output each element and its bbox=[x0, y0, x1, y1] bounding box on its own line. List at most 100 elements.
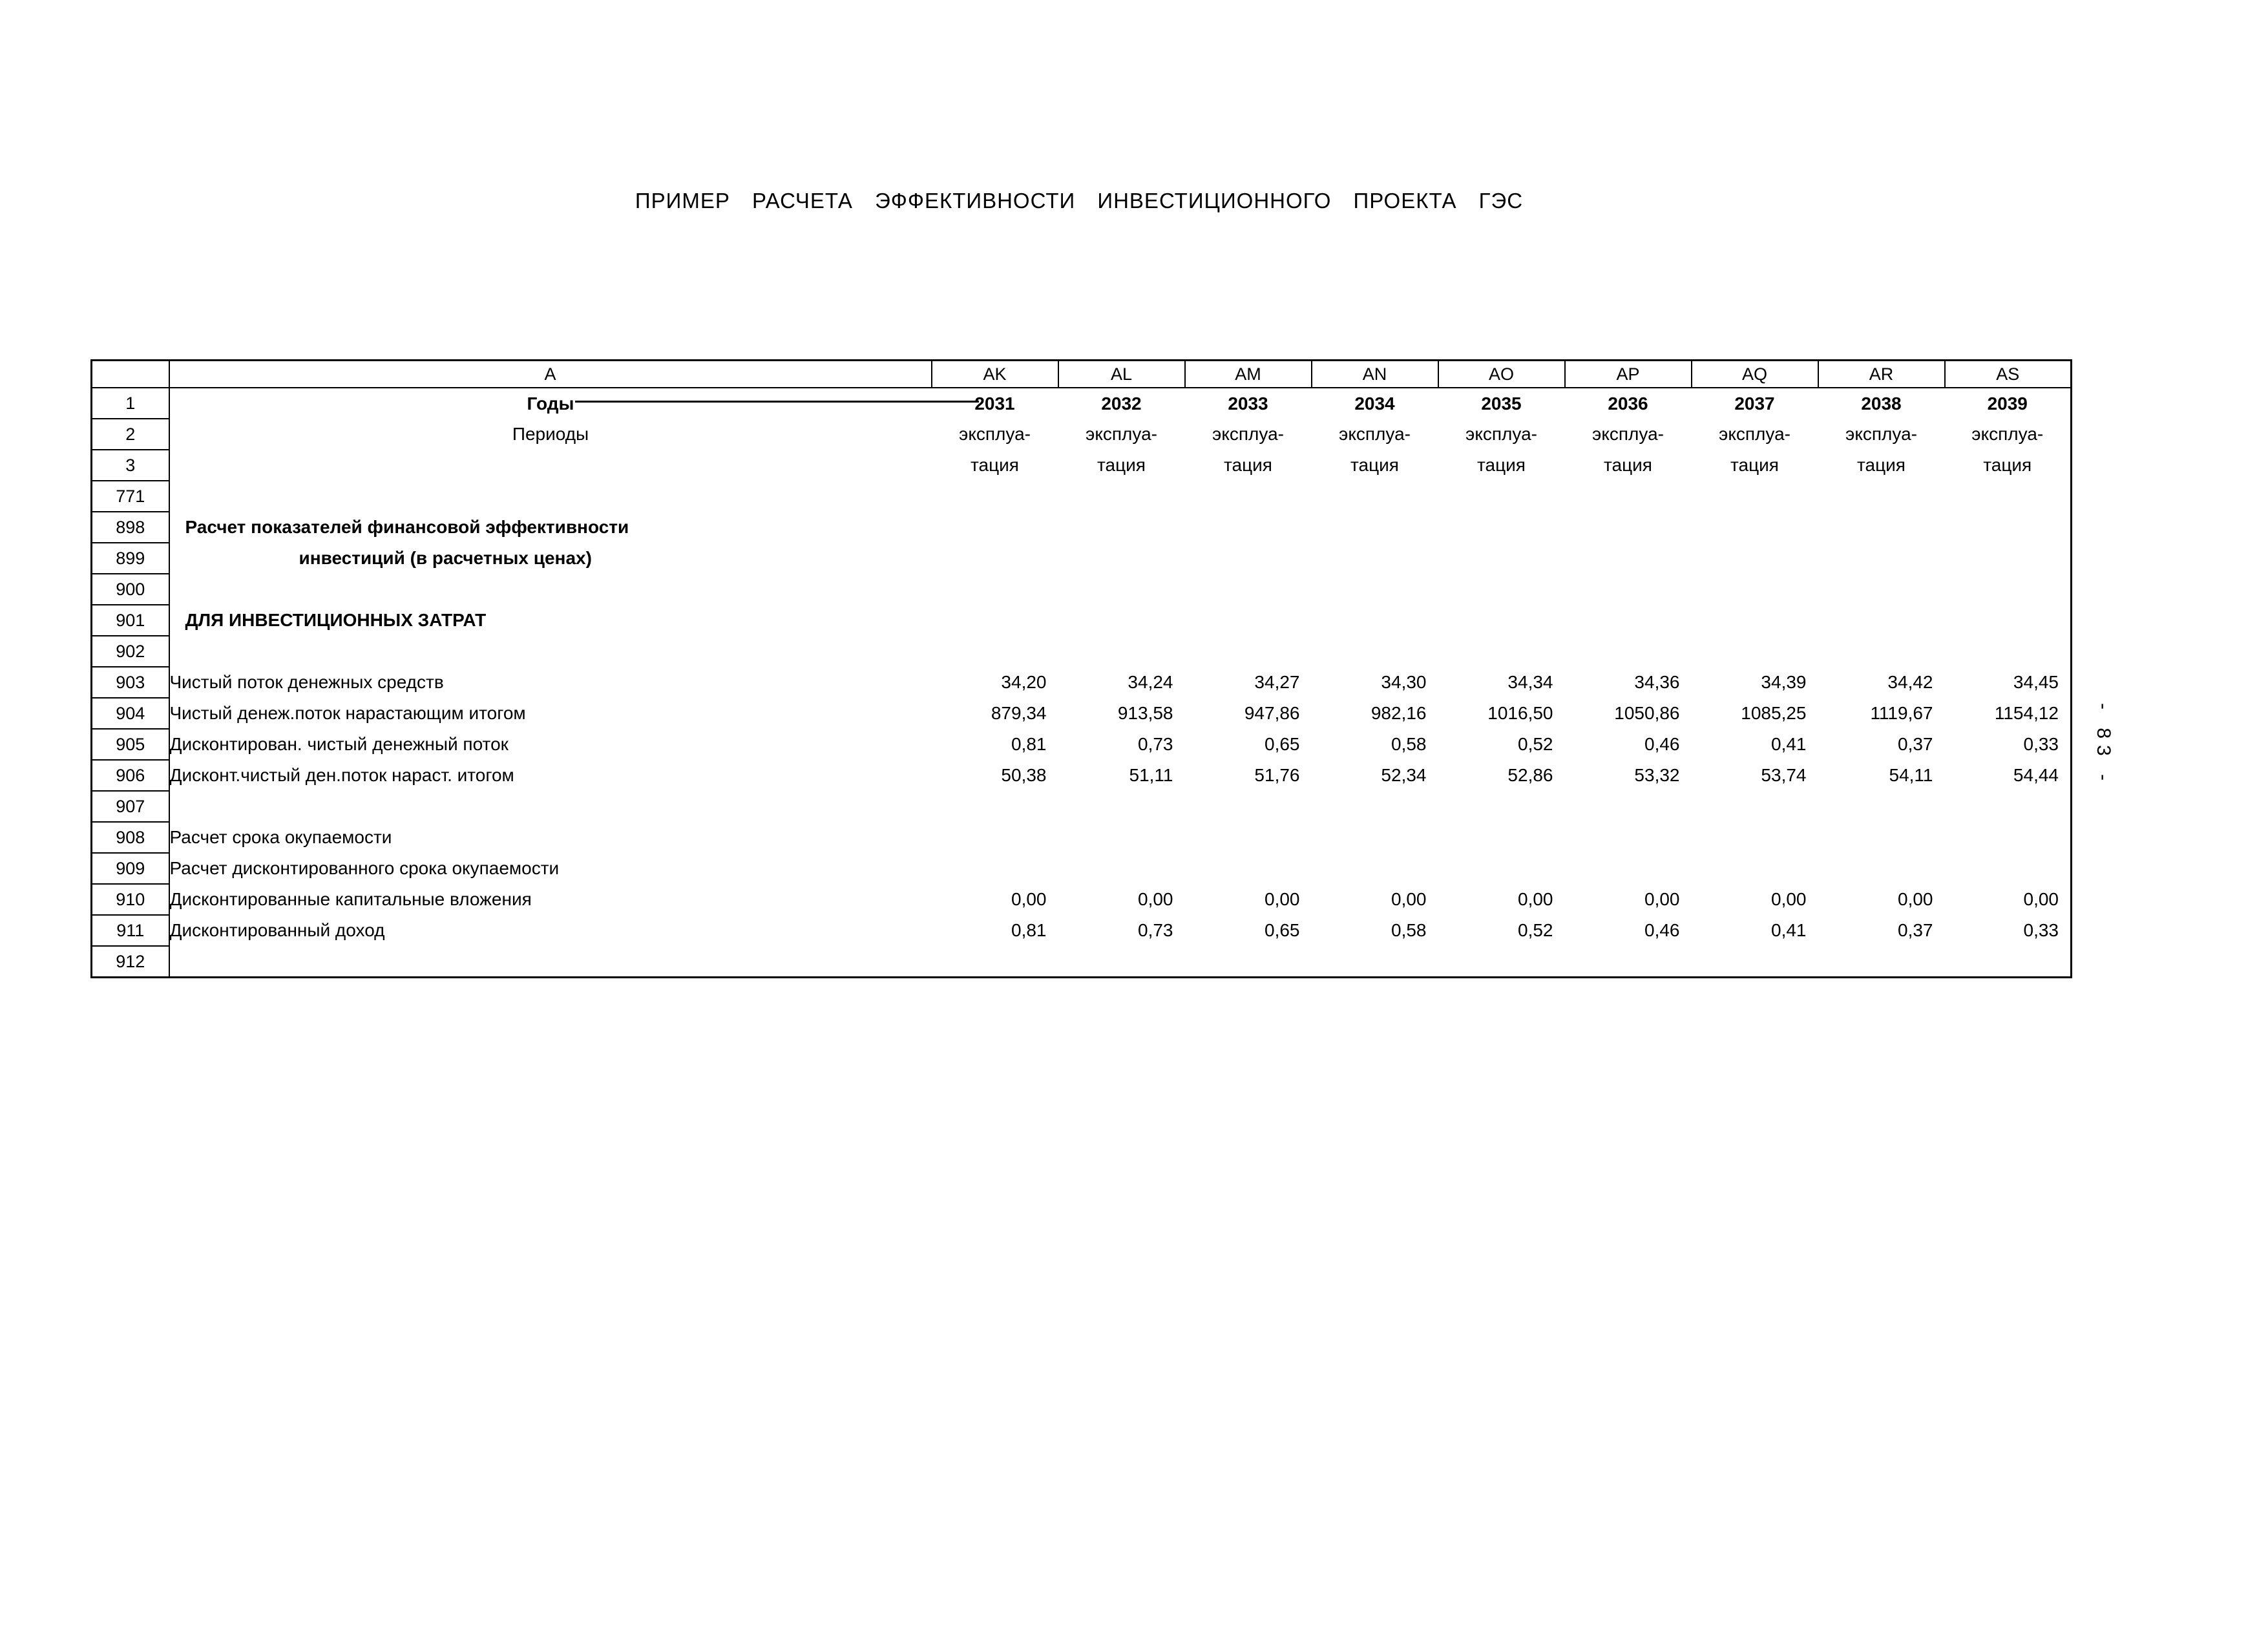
row-label: Расчет показателей финансовой эффективно… bbox=[185, 517, 629, 537]
row-number: 906 bbox=[90, 759, 170, 792]
cell bbox=[1565, 822, 1692, 853]
cell bbox=[1312, 636, 1438, 667]
cell: 0,46 bbox=[1644, 734, 1680, 754]
cell: эксплуа- bbox=[1339, 424, 1411, 444]
cell: 0,58 bbox=[1391, 920, 1427, 940]
cell bbox=[1185, 822, 1312, 853]
cell: 2039 bbox=[1987, 393, 2028, 414]
cell: 0,41 bbox=[1771, 734, 1807, 754]
cell: 0,00 bbox=[1011, 889, 1047, 909]
row-label: Расчет дисконтированного срока окупаемос… bbox=[169, 858, 560, 878]
cell bbox=[1692, 636, 1818, 667]
cell bbox=[1185, 543, 1312, 574]
cell bbox=[1945, 574, 2072, 605]
cell: 34,20 bbox=[1001, 672, 1047, 692]
cell bbox=[1818, 822, 1945, 853]
cell: тация bbox=[1477, 455, 1526, 475]
column-letter: AL bbox=[1057, 359, 1186, 388]
cell: 0,52 bbox=[1518, 734, 1553, 754]
table-row: 906 Дисконт.чистый ден.поток нараст. итог… bbox=[90, 759, 2072, 792]
table-row: 911 Дисконтированный доход 0,81 0,73 0,65 0,5… bbox=[90, 914, 2072, 947]
cell bbox=[932, 512, 1058, 543]
table-row: 903 Чистый поток денежных средств 34,20 34,… bbox=[90, 666, 2072, 698]
cell bbox=[1185, 946, 1312, 978]
cell bbox=[1818, 512, 1945, 543]
cell bbox=[1565, 946, 1692, 978]
row-label: Дисконт.чистый ден.поток нараст. итогом bbox=[169, 765, 514, 785]
column-letter: AK bbox=[930, 359, 1059, 388]
side-page-number: - 83 - bbox=[2093, 703, 2114, 788]
cell: 54,11 bbox=[1889, 765, 1933, 785]
cell: 34,45 bbox=[2013, 672, 2059, 692]
column-letter: A bbox=[168, 359, 932, 388]
cell bbox=[1945, 543, 2072, 574]
cell bbox=[1692, 512, 1818, 543]
cell bbox=[1438, 636, 1565, 667]
cell bbox=[1945, 512, 2072, 543]
cell: 34,24 bbox=[1128, 672, 1173, 692]
row-number: 911 bbox=[90, 914, 170, 947]
cell bbox=[932, 605, 1058, 636]
row-number: 899 bbox=[90, 542, 170, 574]
cell bbox=[1818, 481, 1945, 512]
row-number: 900 bbox=[90, 573, 170, 605]
row-number: 3 bbox=[90, 449, 170, 481]
table-row: 908 Расчет срока окупаемости bbox=[90, 821, 2072, 854]
cell bbox=[1945, 822, 2072, 853]
cell: 0,81 bbox=[1011, 920, 1047, 940]
cell bbox=[1438, 481, 1565, 512]
cell bbox=[1818, 636, 1945, 667]
cell: 0,81 bbox=[1011, 734, 1047, 754]
cell bbox=[1312, 481, 1438, 512]
cell bbox=[1945, 481, 2072, 512]
cell bbox=[1818, 543, 1945, 574]
cell bbox=[1692, 853, 1818, 884]
table-row: 904 Чистый денеж.поток нарастающим итогом… bbox=[90, 697, 2072, 730]
row-number: 771 bbox=[90, 480, 170, 512]
table-row: 907 bbox=[90, 790, 2072, 823]
column-letter-row: A AK AL AM AN AO AP AQ AR AS bbox=[90, 359, 2072, 388]
cell bbox=[1312, 791, 1438, 822]
row-number: 907 bbox=[90, 790, 170, 823]
cell bbox=[1185, 574, 1312, 605]
cell bbox=[1438, 605, 1565, 636]
spreadsheet-table: A AK AL AM AN AO AP AQ AR AS 1 Годы 2031 2032 2033 203… bbox=[90, 359, 2072, 978]
spreadsheet-area: A AK AL AM AN AO AP AQ AR AS 1 Годы 2031 2032 2033 203… bbox=[90, 359, 2072, 978]
cell: 0,00 bbox=[1518, 889, 1553, 909]
cell: 34,42 bbox=[1887, 672, 1933, 692]
cell: 2035 bbox=[1481, 393, 1522, 414]
cell bbox=[1945, 636, 2072, 667]
row-number: 912 bbox=[90, 945, 170, 978]
cell: 0,73 bbox=[1138, 734, 1173, 754]
cell bbox=[932, 791, 1058, 822]
cell: эксплуа- bbox=[1212, 424, 1284, 444]
cell: 0,73 bbox=[1138, 920, 1173, 940]
cell: 34,30 bbox=[1381, 672, 1427, 692]
table-row: 902 bbox=[90, 635, 2072, 667]
cell: 51,76 bbox=[1254, 765, 1300, 785]
table-row: 898 Расчет показателей финансовой эффекти… bbox=[90, 511, 2072, 543]
table-row: 900 bbox=[90, 573, 2072, 605]
cell: 0,33 bbox=[2023, 920, 2059, 940]
cell: 2031 bbox=[974, 393, 1015, 414]
cell: эксплуа- bbox=[1971, 424, 2044, 444]
cell bbox=[1312, 512, 1438, 543]
cell bbox=[1058, 481, 1185, 512]
cell: 1154,12 bbox=[1994, 703, 2059, 723]
cell bbox=[1438, 946, 1565, 978]
cell: 53,74 bbox=[1761, 765, 1807, 785]
row-number: 904 bbox=[90, 697, 170, 730]
cell bbox=[1818, 605, 1945, 636]
row-label: Периоды bbox=[512, 424, 589, 444]
cell: 1016,50 bbox=[1487, 703, 1553, 723]
cell bbox=[932, 543, 1058, 574]
cell bbox=[932, 946, 1058, 978]
cell: 1119,67 bbox=[1870, 703, 1933, 723]
cell: 0,00 bbox=[1771, 889, 1807, 909]
cell: тация bbox=[971, 455, 1019, 475]
cell bbox=[1692, 946, 1818, 978]
cell bbox=[1185, 853, 1312, 884]
cell: тация bbox=[1097, 455, 1146, 475]
cell: тация bbox=[1857, 455, 1906, 475]
cell: 0,65 bbox=[1265, 920, 1300, 940]
